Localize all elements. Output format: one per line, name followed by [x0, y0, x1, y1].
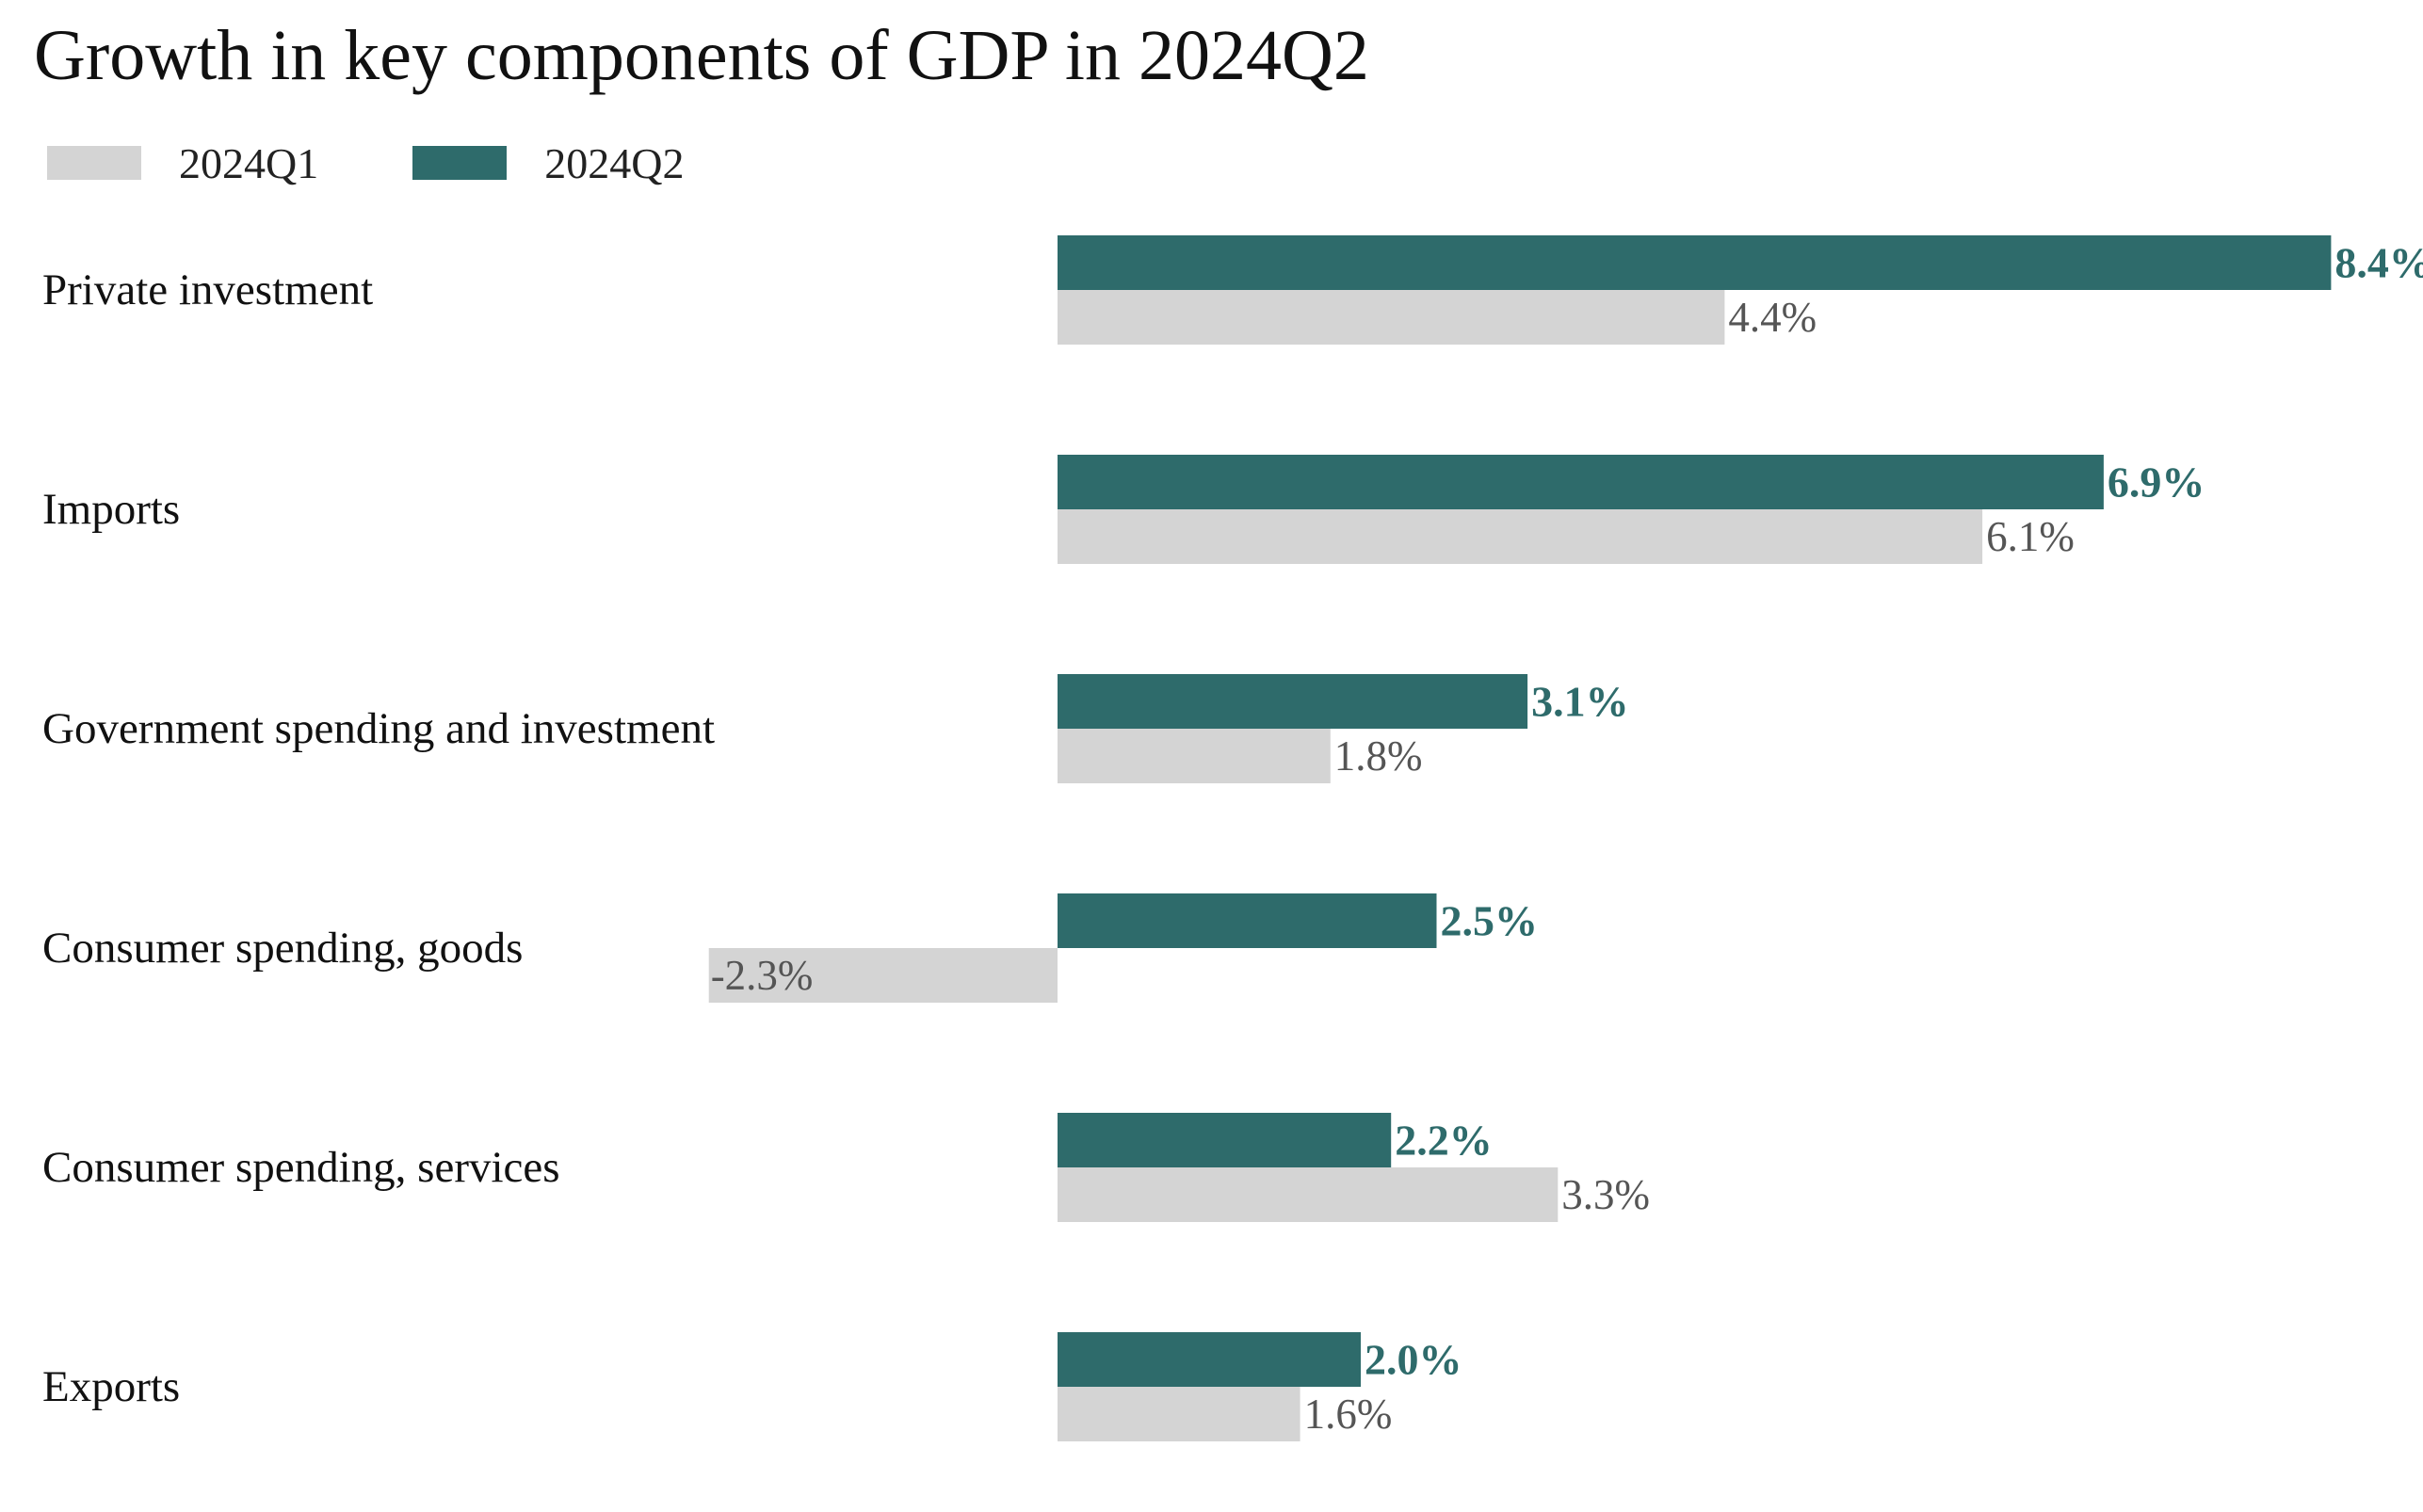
- bar-2024q1-exports: [1058, 1387, 1300, 1441]
- bar-2024q1-private-investment: [1058, 290, 1725, 345]
- bar-2024q2-imports: [1058, 455, 2104, 509]
- legend-swatch-q2: [412, 146, 508, 180]
- value-label-2024q1-consumer-spending-goods: -2.3%: [711, 952, 814, 999]
- bar-2024q2-consumer-spending-services: [1058, 1113, 1392, 1167]
- legend-item-q1: 2024Q1: [47, 138, 318, 188]
- bar-2024q2-consumer-spending-goods: [1058, 893, 1437, 948]
- legend-swatch-q1: [47, 146, 141, 180]
- value-label-2024q2-exports: 2.0%: [1365, 1336, 1462, 1384]
- category-label-government-spending-and-investment: Government spending and investment: [42, 704, 715, 753]
- value-label-2024q1-exports: 1.6%: [1304, 1391, 1393, 1438]
- legend: 2024Q1 2024Q2: [47, 130, 684, 196]
- legend-label-q1: 2024Q1: [179, 138, 319, 187]
- value-label-2024q2-consumer-spending-goods: 2.5%: [1441, 897, 1539, 945]
- category-label-exports: Exports: [42, 1362, 180, 1411]
- legend-label-q2: 2024Q2: [544, 138, 685, 187]
- value-label-2024q2-imports: 6.9%: [2108, 458, 2205, 507]
- value-label-2024q1-private-investment: 4.4%: [1728, 294, 1817, 341]
- bar-2024q1-consumer-spending-services: [1058, 1167, 1559, 1222]
- chart-title: Growth in key components of GDP in 2024Q…: [34, 16, 1369, 95]
- bar-2024q1-consumer-spending-goods: [708, 948, 1058, 1003]
- value-label-2024q2-private-investment: 8.4%: [2334, 239, 2423, 287]
- category-label-imports: Imports: [42, 485, 180, 534]
- bar-2024q2-private-investment: [1058, 235, 2332, 290]
- value-label-2024q2-consumer-spending-services: 2.2%: [1395, 1117, 1493, 1165]
- value-label-2024q1-imports: 6.1%: [1986, 513, 2075, 560]
- category-label-private-investment: Private investment: [42, 265, 373, 314]
- bar-2024q1-government-spending-and-investment: [1058, 729, 1331, 783]
- value-label-2024q1-government-spending-and-investment: 1.8%: [1334, 732, 1423, 780]
- value-label-2024q1-consumer-spending-services: 3.3%: [1561, 1171, 1650, 1218]
- bar-2024q1-imports: [1058, 509, 1983, 564]
- category-label-consumer-spending-goods: Consumer spending, goods: [42, 924, 523, 973]
- bar-2024q2-exports: [1058, 1332, 1361, 1387]
- legend-item-q2: 2024Q2: [412, 138, 684, 188]
- category-label-consumer-spending-services: Consumer spending, services: [42, 1143, 560, 1192]
- value-label-2024q2-government-spending-and-investment: 3.1%: [1531, 678, 1629, 726]
- bar-2024q2-government-spending-and-investment: [1058, 674, 1528, 729]
